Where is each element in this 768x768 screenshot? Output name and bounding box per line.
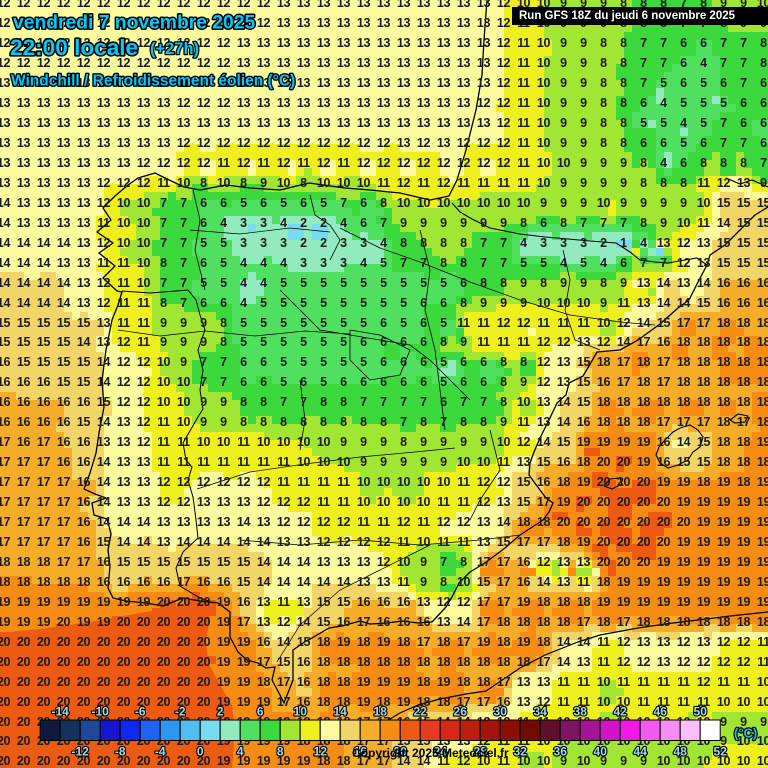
- svg-text:0: 0: [197, 745, 204, 759]
- svg-text:44: 44: [634, 745, 648, 759]
- svg-text:26: 26: [454, 705, 468, 719]
- svg-text:vendredi 7 novembre 2025: vendredi 7 novembre 2025: [13, 13, 255, 34]
- svg-text:40: 40: [594, 745, 608, 759]
- svg-text:2: 2: [217, 705, 224, 719]
- svg-text:14: 14: [334, 705, 348, 719]
- svg-text:4: 4: [237, 745, 244, 759]
- svg-text:42: 42: [614, 705, 628, 719]
- svg-text:22:00 locale: 22:00 locale: [10, 35, 138, 60]
- svg-text:24: 24: [434, 745, 448, 759]
- svg-text:18: 18: [374, 705, 388, 719]
- svg-text:52: 52: [714, 745, 728, 759]
- svg-text:(+27h): (+27h): [150, 40, 199, 58]
- svg-text:12: 12: [314, 745, 328, 759]
- svg-text:38: 38: [574, 705, 588, 719]
- svg-text:20: 20: [394, 745, 408, 759]
- svg-text:-14: -14: [52, 705, 70, 719]
- svg-text:32: 32: [514, 745, 528, 759]
- svg-text:34: 34: [534, 705, 548, 719]
- svg-text:-10: -10: [92, 705, 110, 719]
- svg-text:Windchill / Refroidissement éo: Windchill / Refroidissement éolien (°C): [11, 73, 295, 90]
- svg-text:-6: -6: [135, 705, 146, 719]
- svg-text:50: 50: [694, 705, 708, 719]
- svg-text:6: 6: [257, 705, 264, 719]
- svg-text:-12: -12: [72, 745, 90, 759]
- svg-text:(°C): (°C): [734, 726, 757, 741]
- svg-text:36: 36: [554, 745, 568, 759]
- svg-text:28: 28: [474, 745, 488, 759]
- svg-text:48: 48: [674, 745, 688, 759]
- svg-text:16: 16: [354, 745, 368, 759]
- svg-text:10: 10: [294, 705, 308, 719]
- svg-text:-2: -2: [175, 705, 186, 719]
- svg-text:8: 8: [277, 745, 284, 759]
- svg-text:22: 22: [414, 705, 428, 719]
- svg-text:30: 30: [494, 705, 508, 719]
- svg-text:46: 46: [654, 705, 668, 719]
- svg-text:Copyright 2025 Meteociel.fr: Copyright 2025 Meteociel.fr: [352, 746, 509, 760]
- svg-text:-4: -4: [155, 745, 166, 759]
- svg-text:-8: -8: [115, 745, 126, 759]
